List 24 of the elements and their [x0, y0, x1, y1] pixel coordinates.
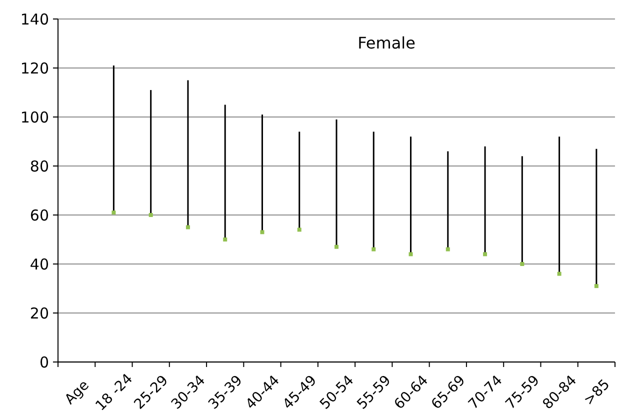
point: [334, 244, 338, 249]
y-tick-label: 60: [30, 206, 49, 224]
x-tick-label: Age: [62, 377, 92, 408]
point: [520, 262, 524, 266]
point: [223, 238, 228, 242]
point: [297, 228, 302, 232]
point: [112, 210, 116, 215]
point: [372, 247, 376, 252]
point: [594, 284, 598, 288]
point: [148, 213, 153, 217]
point: [483, 252, 488, 256]
text: Female: [358, 33, 416, 52]
y-tick-label: 40: [30, 255, 49, 274]
y-tick-label: 140: [20, 10, 49, 28]
point: [260, 230, 264, 234]
point: [446, 247, 450, 252]
point: [557, 272, 562, 276]
point: [408, 252, 413, 256]
y-tick-label: 120: [20, 59, 49, 78]
y-tick-label: 100: [20, 108, 49, 126]
y-tick-label: 0: [39, 353, 49, 372]
y-tick-label: 80: [30, 157, 49, 176]
point: [186, 225, 190, 230]
y-tick-label: 20: [30, 304, 49, 322]
